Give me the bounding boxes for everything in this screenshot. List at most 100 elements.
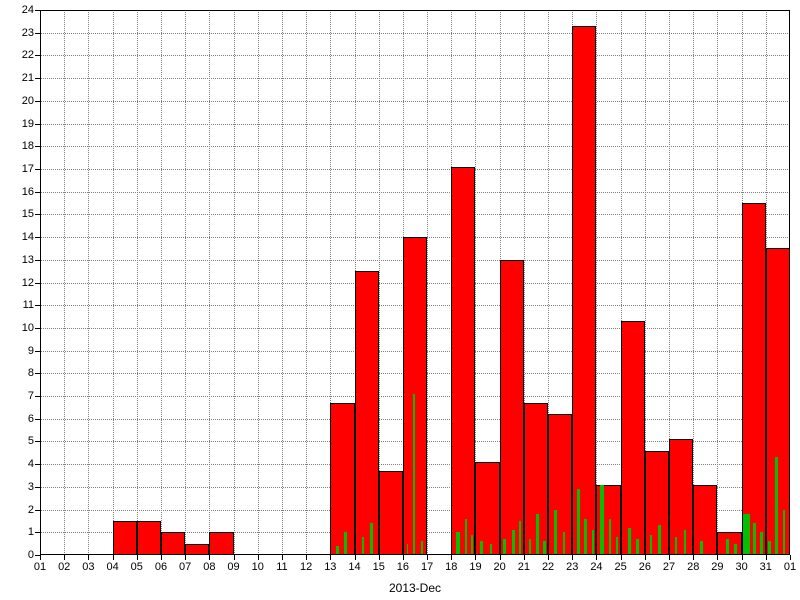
- x-axis-label: 24: [590, 555, 602, 573]
- x-axis-label: 01: [784, 555, 796, 573]
- grid-v: [258, 10, 259, 555]
- grid-v: [88, 10, 89, 555]
- spike: [768, 541, 770, 555]
- y-axis-label: 9: [28, 345, 40, 357]
- grid-v: [113, 10, 114, 555]
- grid-v: [693, 10, 694, 555]
- bar: [161, 532, 185, 555]
- grid-v: [282, 10, 283, 555]
- grid-v: [137, 10, 138, 555]
- grid-v: [234, 10, 235, 555]
- spike: [783, 510, 785, 555]
- x-axis-label: 28: [687, 555, 699, 573]
- y-axis-label: 19: [22, 118, 40, 130]
- spike: [471, 535, 473, 555]
- spike: [726, 539, 729, 555]
- spike: [563, 532, 565, 555]
- spike: [344, 532, 347, 555]
- spike: [421, 541, 423, 555]
- bar: [113, 521, 137, 555]
- grid-h: [40, 169, 790, 170]
- grid-v: [185, 10, 186, 555]
- x-axis-label: 14: [348, 555, 360, 573]
- x-axis-label: 03: [82, 555, 94, 573]
- y-axis-label: 15: [22, 208, 40, 220]
- y-axis-label: 4: [28, 458, 40, 470]
- x-axis-label: 10: [252, 555, 264, 573]
- y-axis-label: 12: [22, 277, 40, 289]
- spike: [628, 528, 631, 555]
- spike: [519, 521, 521, 555]
- bar: [645, 451, 669, 555]
- spike: [370, 523, 373, 555]
- bar: [742, 203, 766, 555]
- y-axis-label: 21: [22, 72, 40, 84]
- y-axis-label: 20: [22, 95, 40, 107]
- grid-v: [596, 10, 597, 555]
- bar: [185, 544, 209, 555]
- bar: [379, 471, 403, 555]
- spike: [490, 544, 492, 555]
- grid-v: [64, 10, 65, 555]
- bar: [717, 532, 741, 555]
- x-axis-label: 02: [58, 555, 70, 573]
- x-axis-label: 26: [639, 555, 651, 573]
- spike: [700, 541, 702, 555]
- x-axis-label: 18: [445, 555, 457, 573]
- spike: [577, 489, 580, 555]
- y-axis-label: 8: [28, 367, 40, 379]
- grid-h: [40, 124, 790, 125]
- x-axis-label: 05: [131, 555, 143, 573]
- y-axis-label: 11: [23, 299, 40, 311]
- y-axis-label: 1: [28, 526, 40, 538]
- x-axis-label: 07: [179, 555, 191, 573]
- spike: [465, 519, 468, 555]
- bar: [355, 271, 379, 555]
- x-axis-label: 08: [203, 555, 215, 573]
- grid-v: [306, 10, 307, 555]
- y-axis-label: 14: [22, 231, 40, 243]
- y-axis-label: 2: [28, 504, 40, 516]
- spike: [775, 457, 778, 555]
- spike: [554, 510, 557, 555]
- x-axis-label: 06: [155, 555, 167, 573]
- spike: [543, 541, 545, 555]
- spike: [636, 539, 638, 555]
- grid-h: [40, 78, 790, 79]
- y-axis-label: 10: [22, 322, 40, 334]
- spike: [362, 537, 364, 555]
- grid-v: [427, 10, 428, 555]
- bar: [330, 403, 354, 555]
- y-axis-label: 23: [22, 27, 40, 39]
- y-axis-label: 18: [22, 140, 40, 152]
- x-axis-label: 27: [663, 555, 675, 573]
- chart-container: 0123456789101112131415161718192021222324…: [0, 0, 800, 600]
- bar: [137, 521, 161, 555]
- spike: [407, 544, 409, 555]
- plot-area: 0123456789101112131415161718192021222324…: [40, 10, 790, 555]
- bar: [621, 321, 645, 555]
- x-axis-label: 15: [373, 555, 385, 573]
- spike: [592, 530, 594, 555]
- grid-v: [161, 10, 162, 555]
- x-axis-label: 13: [324, 555, 336, 573]
- bar: [548, 414, 572, 555]
- spike: [658, 525, 661, 555]
- y-axis-label: 13: [22, 254, 40, 266]
- spike: [413, 394, 416, 555]
- x-axis-label: 09: [227, 555, 239, 573]
- spike: [616, 537, 618, 555]
- spike: [675, 537, 677, 555]
- spike: [684, 530, 686, 555]
- y-axis-label: 7: [28, 390, 40, 402]
- spike: [456, 532, 460, 555]
- x-axis-label: 29: [711, 555, 723, 573]
- spike: [734, 544, 736, 555]
- y-axis-label: 17: [22, 163, 40, 175]
- grid-h: [40, 33, 790, 34]
- spike: [529, 539, 531, 555]
- y-axis-label: 6: [28, 413, 40, 425]
- y-axis-label: 3: [28, 481, 40, 493]
- y-axis-label: 16: [22, 186, 40, 198]
- spike: [753, 523, 757, 555]
